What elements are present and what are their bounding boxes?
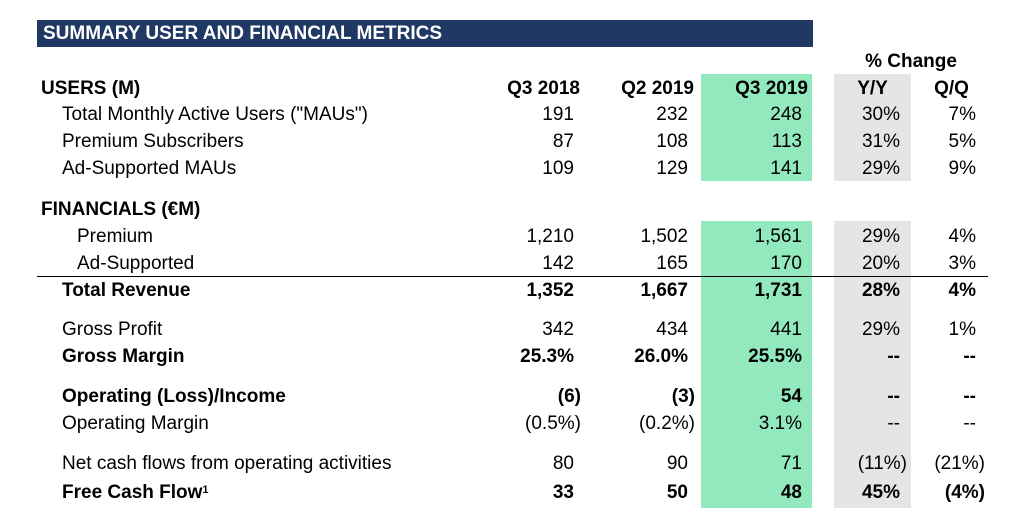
cell-q3-2018: 80 xyxy=(552,453,574,474)
cell-q3-2018: (6) xyxy=(557,386,581,407)
footnote-marker: 1 xyxy=(202,484,209,496)
q3-2019-highlight-financials xyxy=(701,221,812,508)
yy-highlight-users xyxy=(834,74,911,181)
cell-yy: 45% xyxy=(861,482,900,503)
row-label: Gross Profit xyxy=(62,319,163,340)
cell-q3-2019: 248 xyxy=(770,104,802,125)
row-label: Premium xyxy=(77,226,154,247)
cell-qq: 1% xyxy=(948,319,976,340)
cell-yy: 28% xyxy=(861,280,900,301)
col-header-q2-2019: Q2 2019 xyxy=(621,78,694,99)
cell-yy: (11%) xyxy=(857,453,907,474)
col-header-q3-2019: Q3 2019 xyxy=(735,78,808,99)
cell-qq: (4%) xyxy=(944,482,985,503)
row-label: Total Revenue xyxy=(62,280,191,301)
row-label: Operating (Loss)/Income xyxy=(62,386,286,407)
cell-yy: -- xyxy=(887,346,900,367)
yy-highlight-financials xyxy=(834,221,911,508)
cell-q3-2018: 342 xyxy=(542,319,574,340)
col-header-qq: Q/Q xyxy=(934,78,969,99)
cell-q3-2018: 25.3% xyxy=(520,346,574,367)
cell-q2-2019: 26.0% xyxy=(634,346,688,367)
row-label: Total Monthly Active Users ("MAUs") xyxy=(62,104,368,125)
row-label: Free Cash Flow1 xyxy=(62,482,209,504)
users-section-header: USERS (M) xyxy=(41,78,141,99)
row-label: Ad-Supported xyxy=(77,253,195,274)
pct-change-header: % Change xyxy=(865,51,957,72)
cell-yy: 29% xyxy=(861,319,900,340)
cell-q2-2019: 1,667 xyxy=(640,280,688,301)
cell-yy: 29% xyxy=(861,226,900,247)
cell-q2-2019: 90 xyxy=(666,453,688,474)
cell-qq: -- xyxy=(963,346,976,367)
cell-q3-2019: 170 xyxy=(770,253,802,274)
cell-qq: -- xyxy=(963,386,976,407)
cell-q3-2019: 113 xyxy=(771,131,802,152)
cell-qq: -- xyxy=(963,413,976,434)
cell-yy: 31% xyxy=(861,131,900,152)
cell-q2-2019: 50 xyxy=(666,482,688,503)
cell-q3-2019: 1,561 xyxy=(754,226,802,247)
cell-yy: -- xyxy=(887,386,900,407)
cell-q2-2019: 129 xyxy=(656,158,688,179)
cell-q2-2019: 165 xyxy=(656,253,688,274)
cell-qq: (21%) xyxy=(934,453,985,474)
col-header-q3-2018: Q3 2018 xyxy=(507,78,580,99)
cell-qq: 7% xyxy=(948,104,976,125)
total-revenue-divider xyxy=(37,276,988,277)
cell-q3-2019: 48 xyxy=(780,482,802,503)
cell-qq: 9% xyxy=(948,158,976,179)
cell-q3-2019: 71 xyxy=(780,453,802,474)
cell-yy: 30% xyxy=(861,104,900,125)
financials-section-header: FINANCIALS (€M) xyxy=(41,199,201,220)
cell-qq: 4% xyxy=(948,226,976,247)
cell-q3-2019: 54 xyxy=(780,386,802,407)
cell-q3-2018: (0.5%) xyxy=(525,413,581,434)
cell-q3-2019: 441 xyxy=(770,319,802,340)
row-label: Premium Subscribers xyxy=(62,131,244,152)
cell-q3-2018: 1,210 xyxy=(526,226,574,247)
section-title: SUMMARY USER AND FINANCIAL METRICS xyxy=(37,20,813,47)
cell-yy: -- xyxy=(887,413,900,434)
cell-q3-2018: 33 xyxy=(552,482,574,503)
cell-q2-2019: 1,502 xyxy=(640,226,688,247)
cell-q3-2019: 1,731 xyxy=(754,280,802,301)
cell-q3-2018: 87 xyxy=(552,131,574,152)
cell-q2-2019: 108 xyxy=(656,131,688,152)
row-label: Operating Margin xyxy=(62,413,209,434)
cell-qq: 5% xyxy=(948,131,976,152)
row-label: Ad-Supported MAUs xyxy=(62,158,237,179)
row-label: Gross Margin xyxy=(62,346,185,367)
cell-q2-2019: (0.2%) xyxy=(639,413,695,434)
cell-q2-2019: (3) xyxy=(671,386,695,407)
cell-q2-2019: 434 xyxy=(656,319,688,340)
cell-yy: 29% xyxy=(861,158,900,179)
cell-q2-2019: 232 xyxy=(656,104,688,125)
cell-qq: 3% xyxy=(948,253,976,274)
col-header-yy: Y/Y xyxy=(857,78,888,99)
cell-q3-2018: 191 xyxy=(542,104,574,125)
q3-2019-highlight-users xyxy=(701,74,812,181)
cell-yy: 20% xyxy=(861,253,900,274)
cell-qq: 4% xyxy=(948,280,976,301)
cell-q3-2018: 109 xyxy=(542,158,574,179)
cell-q3-2018: 1,352 xyxy=(526,280,574,301)
free-cash-flow-label: Free Cash Flow xyxy=(62,482,203,503)
cell-q3-2019: 25.5% xyxy=(748,346,802,367)
cell-q3-2019: 3.1% xyxy=(758,413,802,434)
cell-q3-2019: 141 xyxy=(770,158,802,179)
cell-q3-2018: 142 xyxy=(542,253,574,274)
row-label: Net cash flows from operating activities xyxy=(62,453,392,474)
